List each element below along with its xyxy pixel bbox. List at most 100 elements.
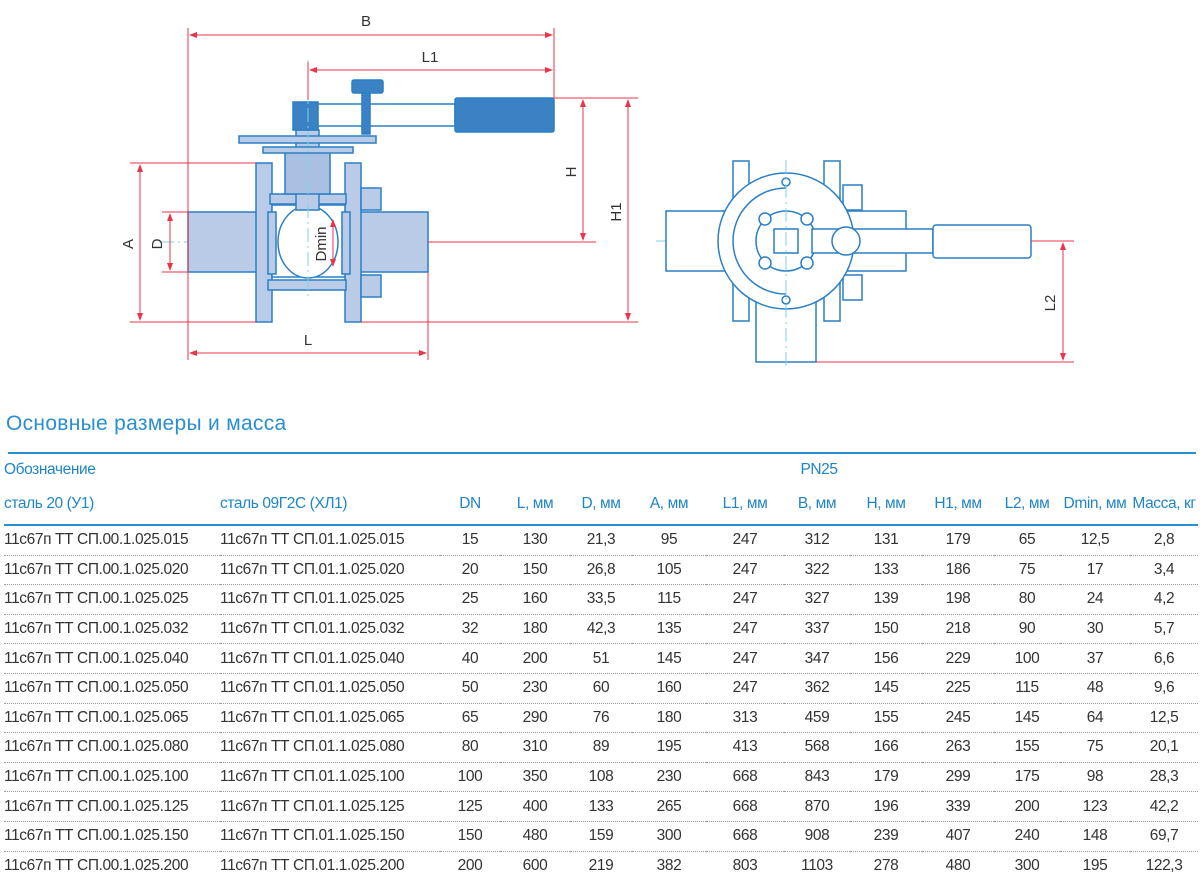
table-cell: 160 <box>500 584 570 615</box>
table-cell: 37 <box>1060 643 1130 674</box>
ball-valve-drawing: B L1 H H1 A D Dmin L L2 <box>120 13 1074 370</box>
table-cell: 870 <box>784 791 850 822</box>
table-cell: 11с67п ТТ СП.01.1.025.025 <box>220 584 440 615</box>
table-cell: 200 <box>457 856 483 874</box>
table-cell: 195 <box>1082 856 1108 874</box>
table-cell: 245 <box>922 703 994 734</box>
table-cell: 186 <box>922 555 994 586</box>
dim-label-l1: L1 <box>422 49 439 66</box>
table-row: 11с67п ТТ СП.00.1.025.125 11с67п ТТ СП.01… <box>4 791 1199 822</box>
column-header: H1, мм <box>922 484 994 526</box>
table-cell: 339 <box>922 791 994 822</box>
table-cell: 247 <box>706 673 784 704</box>
table-cell: 11с67п ТТ СП.00.1.025.200 <box>4 856 189 874</box>
table-cell: 382 <box>656 856 682 874</box>
bolt <box>842 184 863 211</box>
table-cell: 6,6 <box>1130 643 1199 674</box>
table-cell: 148 <box>1060 821 1130 852</box>
table-cell: 219 <box>588 856 614 874</box>
table-cell: 15 <box>440 525 500 556</box>
table-cell: 24 <box>1060 584 1130 615</box>
table-row: 11с67п ТТ СП.00.1.025.040 11с67п ТТ СП.01… <box>4 643 1199 674</box>
side-view-dimensions <box>130 28 638 360</box>
table-cell: 64 <box>1060 703 1130 734</box>
table-cell: 100 <box>440 762 500 793</box>
table-cell: 125 <box>440 791 500 822</box>
dim-label-d: D <box>149 238 166 249</box>
table-cell: 247 <box>706 643 784 674</box>
handle-grip <box>454 97 555 133</box>
table-cell: 568 <box>784 732 850 763</box>
table-cell: 347 <box>784 643 850 674</box>
table-cell: 240 <box>994 821 1060 852</box>
table-cell: 843 <box>784 762 850 793</box>
table-cell: 180 <box>500 614 570 645</box>
table-cell: 668 <box>706 762 784 793</box>
table-cell: 32 <box>440 614 500 645</box>
table-cell: 11с67п ТТ СП.00.1.025.025 <box>4 584 220 615</box>
table-cell: 98 <box>1060 762 1130 793</box>
table-cell: 133 <box>570 791 632 822</box>
table-row: 11с67п ТТ СП.00.1.025.020 11с67п ТТ СП.01… <box>4 555 1199 586</box>
designation-header: Обозначение <box>4 461 96 478</box>
table-cell: 668 <box>706 791 784 822</box>
table-cell: 75 <box>994 555 1060 586</box>
table-cell: 265 <box>632 791 706 822</box>
table-cell: 26,8 <box>570 555 632 586</box>
table-cell: 100 <box>994 643 1060 674</box>
table-cell: 150 <box>500 555 570 586</box>
table-cell: 480 <box>500 821 570 852</box>
bolt <box>360 187 382 211</box>
table-cell: 145 <box>994 703 1060 734</box>
table-cell: 3,4 <box>1130 555 1199 586</box>
table-row: 11с67п ТТ СП.00.1.025.050 11с67п ТТ СП.01… <box>4 673 1199 704</box>
table-row: 11с67п ТТ СП.00.1.025.032 11с67п ТТ СП.01… <box>4 614 1199 645</box>
table-cell: 247 <box>706 614 784 645</box>
column-header: L1, мм <box>706 484 784 526</box>
table-cell: 4,2 <box>1130 584 1199 615</box>
table-cell: 76 <box>570 703 632 734</box>
table-cell: 229 <box>922 643 994 674</box>
table-cell: 11с67п ТТ СП.00.1.025.032 <box>4 614 220 645</box>
table-cell: 50 <box>440 673 500 704</box>
table-cell: 179 <box>922 525 994 556</box>
dim-label-l: L <box>304 332 312 349</box>
table-cell: 362 <box>784 673 850 704</box>
table-row: 11с67п ТТ СП.00.1.025.025 11с67п ТТ СП.01… <box>4 584 1199 615</box>
table-cell: 179 <box>850 762 922 793</box>
table-cell: 313 <box>706 703 784 734</box>
table-cell: 115 <box>632 584 706 615</box>
table-cell: 90 <box>994 614 1060 645</box>
bolt <box>842 274 863 301</box>
table-cell: 20,1 <box>1130 732 1199 763</box>
dim-label-b: B <box>361 13 371 30</box>
table-cell: 115 <box>994 673 1060 704</box>
table-cell: 2,8 <box>1130 525 1199 556</box>
table-row: 11с67п ТТ СП.00.1.025.100 11с67п ТТ СП.01… <box>4 762 1199 793</box>
table-cell: 200 <box>994 791 1060 822</box>
table-cell: 30 <box>1060 614 1130 645</box>
table-cell: 12,5 <box>1130 703 1199 734</box>
table-cell: 133 <box>850 555 922 586</box>
table-row: 11с67п ТТ СП.00.1.025.015 11с67п ТТ СП.01… <box>4 525 1199 556</box>
table-cell: 230 <box>632 762 706 793</box>
table-cell: 803 <box>732 856 758 874</box>
dim-label-l2: L2 <box>1042 295 1059 312</box>
table-cell: 28,3 <box>1130 762 1199 793</box>
dim-label-h1: H1 <box>608 202 625 221</box>
table-cell: 156 <box>850 643 922 674</box>
table-cell: 11с67п ТТ СП.01.1.025.200 <box>220 856 405 874</box>
table-cell: 247 <box>706 525 784 556</box>
column-header: сталь 09Г2С (ХЛ1) <box>220 484 440 526</box>
column-header: L, мм <box>500 484 570 526</box>
table-cell: 180 <box>632 703 706 734</box>
table-cell: 80 <box>440 732 500 763</box>
table-cell: 337 <box>784 614 850 645</box>
table-cell: 11с67п ТТ СП.00.1.025.125 <box>4 791 220 822</box>
table-cell: 42,3 <box>570 614 632 645</box>
table-cell: 11с67п ТТ СП.01.1.025.040 <box>220 643 440 674</box>
table-cell: 310 <box>500 732 570 763</box>
table-cell: 350 <box>500 762 570 793</box>
table-cell: 108 <box>570 762 632 793</box>
bolt <box>360 274 382 298</box>
